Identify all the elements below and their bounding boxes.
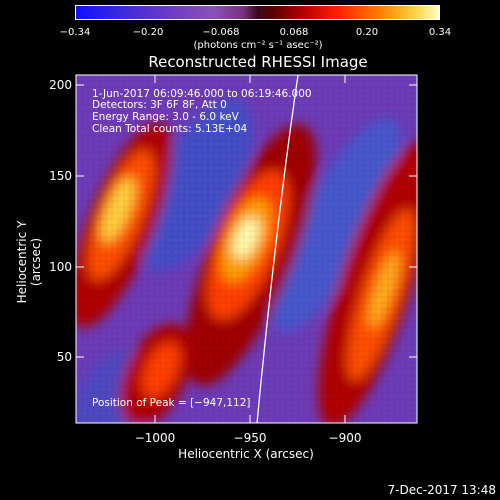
colorbar-tick: −0.068 <box>202 27 240 38</box>
y-tick-label: 150 <box>49 169 72 183</box>
x-axis-label: Heliocentric X (arcsec) <box>178 447 314 461</box>
colorbar <box>75 5 440 20</box>
y-tick-label: 100 <box>49 260 72 274</box>
image-title: Reconstructed RHESSI Image <box>148 53 368 71</box>
x-tick-label: −950 <box>233 431 267 445</box>
rhessi-image: 1-Jun-2017 06:09:46.000 to 06:19:46.000 … <box>76 75 417 423</box>
x-tick-label: −900 <box>328 431 362 445</box>
y-tick-label: 50 <box>56 350 72 364</box>
y-tick-label: 200 <box>49 78 72 92</box>
date-stamp: 7-Dec-2017 13:48 <box>387 483 496 497</box>
info-method: Clean Total counts: 5.13E+04 <box>92 123 248 135</box>
colorbar-tick: −0.20 <box>132 27 164 38</box>
info-peak: Position of Peak = [−947,112] <box>92 397 251 409</box>
info-time: 1-Jun-2017 06:09:46.000 to 06:19:46.000 <box>92 88 312 100</box>
rhessi-image-svg <box>76 75 417 423</box>
colorbar-tick: 0.20 <box>355 27 379 38</box>
colorbar-tick: −0.34 <box>59 27 91 38</box>
colorbar-tick: 0.068 <box>279 27 309 38</box>
y-axis-label: Heliocentric Y (arcsec) <box>15 220 43 304</box>
info-detectors: Detectors: 3F 6F 8F, Att 0 <box>92 99 227 111</box>
colorbar-units: (photons cm⁻² s⁻¹ asec⁻²) <box>193 40 323 51</box>
pixel-grid <box>76 75 417 423</box>
info-energy: Energy Range: 3.0 - 6.0 keV <box>92 111 239 123</box>
solar-limb-line <box>256 75 299 423</box>
colorbar-tick: 0.34 <box>428 27 452 38</box>
x-tick-label: −1000 <box>134 431 176 445</box>
